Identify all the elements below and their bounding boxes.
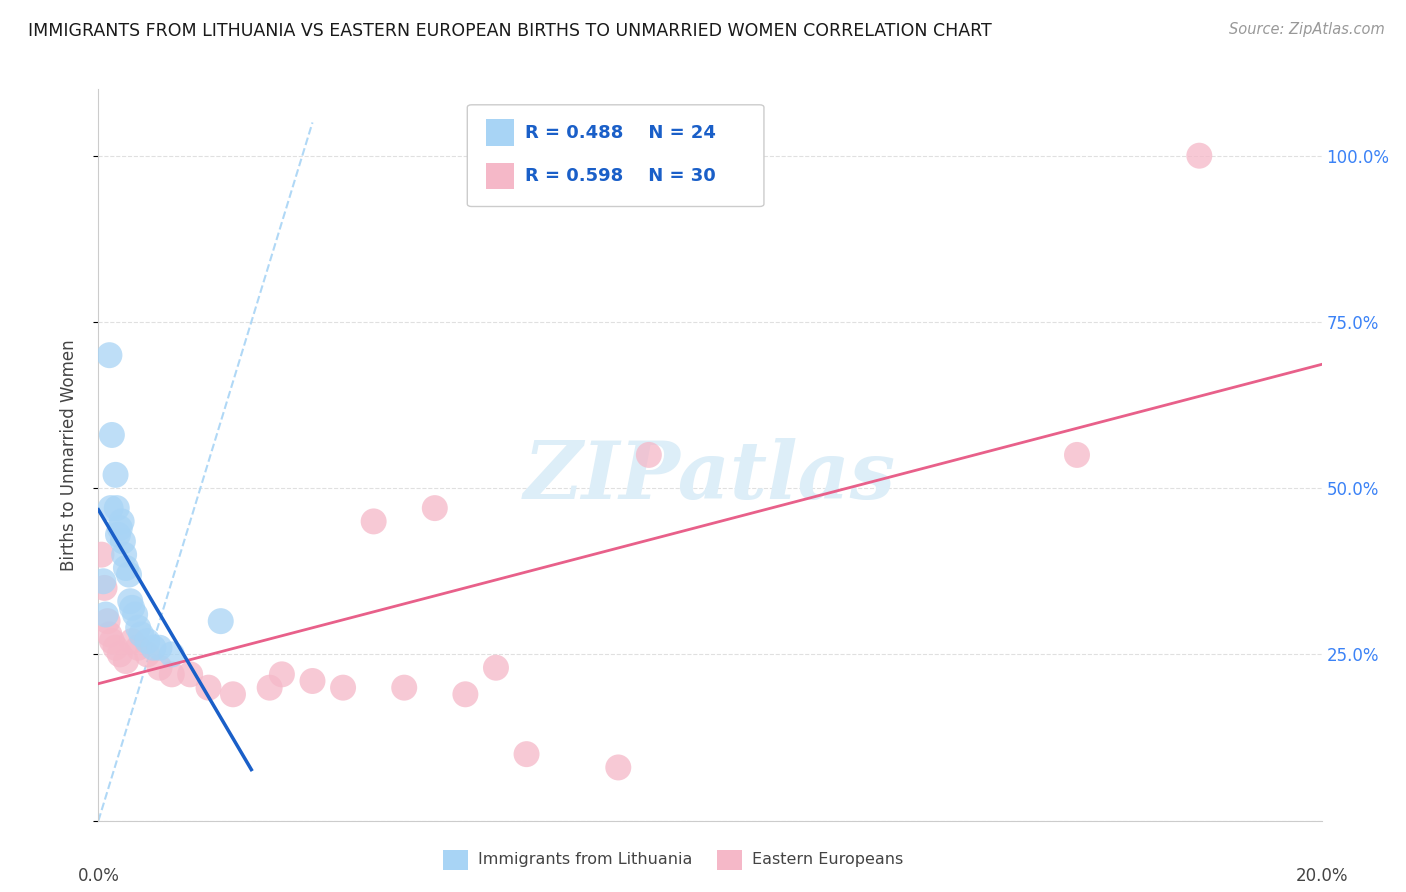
Point — [98, 348, 121, 362]
Point — [363, 515, 385, 529]
Point — [93, 581, 115, 595]
Point — [149, 640, 172, 655]
Point — [392, 681, 416, 695]
Point — [94, 607, 117, 622]
Point — [104, 467, 127, 482]
Point — [270, 667, 294, 681]
Text: R = 0.488    N = 24: R = 0.488 N = 24 — [524, 124, 716, 142]
Point — [124, 607, 146, 622]
Text: ZIPatlas: ZIPatlas — [524, 438, 896, 516]
Point — [301, 673, 323, 688]
Point — [105, 501, 128, 516]
Point — [197, 681, 219, 695]
Point — [108, 521, 131, 535]
Point — [607, 760, 630, 774]
Y-axis label: Births to Unmarried Women: Births to Unmarried Women — [59, 339, 77, 571]
Point — [179, 667, 201, 681]
Point — [111, 515, 134, 529]
Point — [98, 627, 121, 641]
Point — [91, 574, 114, 589]
Point — [104, 640, 127, 655]
Point — [101, 428, 124, 442]
Text: Eastern Europeans: Eastern Europeans — [752, 853, 904, 867]
Text: 20.0%: 20.0% — [1295, 867, 1348, 885]
Point — [423, 501, 446, 516]
Point — [112, 548, 135, 562]
Point — [259, 681, 281, 695]
Point — [108, 648, 131, 662]
Point — [129, 627, 152, 641]
Point — [142, 640, 165, 655]
Point — [97, 614, 120, 628]
Text: Source: ZipAtlas.com: Source: ZipAtlas.com — [1229, 22, 1385, 37]
Point — [121, 600, 143, 615]
Point — [136, 634, 159, 648]
Point — [127, 640, 149, 655]
Point — [1188, 149, 1211, 163]
Point — [485, 661, 508, 675]
Point — [638, 448, 661, 462]
Point — [101, 634, 124, 648]
Text: 0.0%: 0.0% — [77, 867, 120, 885]
Point — [209, 614, 232, 628]
Point — [160, 648, 183, 662]
Text: Immigrants from Lithuania: Immigrants from Lithuania — [478, 853, 692, 867]
Point — [115, 561, 138, 575]
Point — [149, 661, 172, 675]
Point — [454, 687, 477, 701]
Point — [222, 687, 245, 701]
Point — [90, 548, 112, 562]
Point — [120, 594, 142, 608]
Point — [136, 648, 159, 662]
Text: R = 0.598    N = 30: R = 0.598 N = 30 — [524, 167, 716, 185]
Point — [127, 621, 149, 635]
Point — [332, 681, 354, 695]
Point — [118, 567, 141, 582]
Point — [115, 654, 138, 668]
Point — [160, 667, 183, 681]
Point — [107, 527, 129, 541]
Point — [121, 634, 143, 648]
Point — [100, 501, 122, 516]
Point — [1066, 448, 1088, 462]
Point — [516, 747, 538, 761]
Text: IMMIGRANTS FROM LITHUANIA VS EASTERN EUROPEAN BIRTHS TO UNMARRIED WOMEN CORRELAT: IMMIGRANTS FROM LITHUANIA VS EASTERN EUR… — [28, 22, 991, 40]
Point — [111, 534, 134, 549]
